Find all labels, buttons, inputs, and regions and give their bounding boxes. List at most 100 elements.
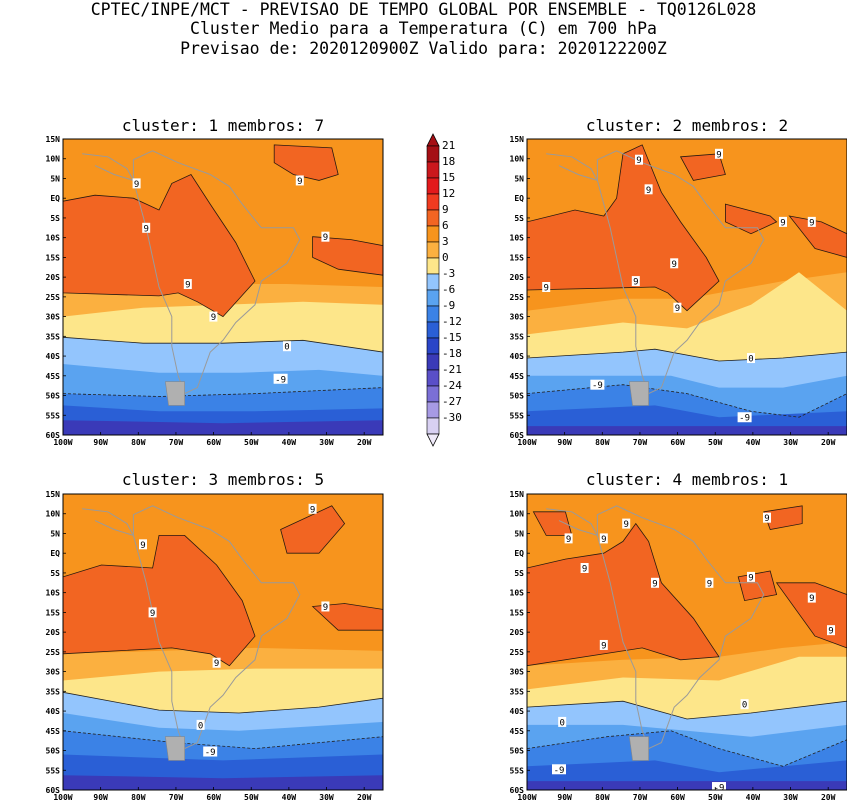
contour-label: 9 bbox=[748, 573, 753, 583]
colorbar-tick-label: -15 bbox=[442, 331, 462, 344]
contour-label: 9 bbox=[623, 520, 628, 530]
lon-tick-label: 30W bbox=[783, 793, 798, 802]
contour-label-box bbox=[651, 577, 659, 588]
lon-tick-label: 20W bbox=[357, 438, 372, 447]
contour-label-box bbox=[631, 276, 640, 287]
contour-label: 9 bbox=[150, 609, 155, 619]
isotherm-0 bbox=[527, 700, 847, 720]
contour-label: 9 bbox=[310, 505, 315, 515]
warm-region-9C bbox=[63, 173, 256, 318]
contour-label-box bbox=[148, 607, 157, 618]
lat-tick-label: 30S bbox=[46, 668, 61, 677]
contour-label-box bbox=[644, 184, 653, 195]
contour-label-box bbox=[283, 341, 291, 352]
lat-tick-label: 10S bbox=[510, 234, 525, 243]
contour-label-box bbox=[142, 222, 151, 233]
lat-tick-label: 40S bbox=[46, 352, 61, 361]
contour-label: -9 bbox=[739, 414, 750, 424]
contour-label-box bbox=[564, 533, 573, 544]
central-america-coastline bbox=[546, 508, 599, 537]
colorbar-tick-label: -18 bbox=[442, 347, 462, 360]
lat-tick-label: 20S bbox=[510, 273, 525, 282]
lat-tick-label: 20S bbox=[510, 628, 525, 637]
contour-label: 9 bbox=[543, 284, 548, 294]
contour-label-box bbox=[712, 782, 726, 790]
contour-label: -9 bbox=[714, 784, 725, 794]
lon-tick-label: 60W bbox=[206, 438, 221, 447]
central-america-coastline bbox=[546, 153, 599, 182]
temperature-band bbox=[527, 426, 847, 435]
lat-tick-label: 50S bbox=[510, 392, 525, 401]
map-panel-4: cluster: 4 membros: 1 9 9 9 9 9 9 9 9 9 9 9 0 0 -9 -9 15… bbox=[510, 470, 847, 802]
colorbar-tick-label: -3 bbox=[442, 267, 455, 280]
lat-tick-label: 45S bbox=[510, 372, 525, 381]
lat-tick-label: 30S bbox=[510, 668, 525, 677]
contour-label-box bbox=[580, 563, 589, 573]
lat-tick-label: 15S bbox=[510, 608, 525, 617]
lon-tick-label: 90W bbox=[93, 438, 108, 447]
contour-label-box bbox=[705, 577, 714, 588]
map-panel-2: cluster: 2 membros: 2 9 9 9 9 9 9 9 9 9 0 -9 -9 15N 10… bbox=[510, 116, 847, 447]
lat-tick-label: 35S bbox=[510, 687, 525, 696]
lon-tick-label: 70W bbox=[633, 793, 648, 802]
contour-label-box bbox=[183, 279, 192, 290]
contour-label-box bbox=[670, 258, 679, 269]
colorbar-swatch bbox=[426, 321, 440, 339]
map-panel-1: cluster: 1 membros: 7 9 9 9 9 9 9 0 -9 15N 10N 5N EQ… bbox=[46, 116, 384, 447]
lat-tick-label: 15S bbox=[46, 253, 61, 262]
lat-tick-label: 50S bbox=[510, 747, 525, 756]
contour-label: -9 bbox=[205, 748, 216, 758]
south-america-coastline bbox=[132, 150, 301, 395]
panel-frame bbox=[62, 138, 384, 436]
contour-label: 9 bbox=[297, 177, 302, 187]
lat-tick-label: 20S bbox=[46, 273, 61, 282]
colorbar-tick-label: -6 bbox=[442, 283, 455, 296]
contour-label: 9 bbox=[671, 260, 676, 270]
contour-label-box bbox=[807, 592, 816, 603]
colorbar-bottom-arrow bbox=[426, 433, 440, 447]
colorbar-swatch bbox=[426, 273, 440, 291]
colorbar-swatch bbox=[426, 193, 440, 211]
contour-label-box bbox=[590, 379, 605, 390]
lat-tick-label: 35S bbox=[46, 687, 61, 696]
lon-tick-label: 20W bbox=[821, 793, 836, 802]
contour-label: 9 bbox=[211, 313, 216, 323]
lat-tick-label: 25S bbox=[510, 648, 525, 657]
warm-region-9C bbox=[788, 215, 847, 258]
lat-tick-label: 10S bbox=[46, 589, 61, 598]
contour-label: 9 bbox=[707, 579, 712, 589]
contour-label: 9 bbox=[809, 218, 814, 228]
temperature-band bbox=[63, 775, 383, 790]
contour-label-box bbox=[763, 512, 771, 523]
lat-tick-label: 15N bbox=[510, 490, 525, 499]
contour-label: 9 bbox=[323, 603, 328, 613]
lat-tick-label: 60S bbox=[46, 431, 61, 440]
lat-tick-label: 5S bbox=[50, 214, 60, 223]
isotherm-minus9 bbox=[527, 730, 847, 767]
contour-label-box bbox=[321, 231, 330, 242]
warm-region-9C bbox=[725, 203, 778, 235]
contour-label: -9 bbox=[592, 381, 603, 391]
lon-tick-label: 60W bbox=[206, 793, 221, 802]
contour-label-box bbox=[747, 571, 755, 582]
lat-tick-label: 50S bbox=[46, 392, 61, 401]
lat-tick-label: 5S bbox=[50, 569, 60, 578]
lat-tick-label: 25S bbox=[46, 648, 61, 657]
lon-tick-label: 80W bbox=[131, 793, 146, 802]
contour-label-box bbox=[622, 518, 631, 529]
lon-tick-label: 100W bbox=[517, 438, 536, 447]
lon-tick-label: 20W bbox=[821, 438, 836, 447]
colorbar-swatch bbox=[426, 305, 440, 323]
lat-tick-label: 30S bbox=[510, 313, 525, 322]
colorbar-swatch bbox=[426, 417, 440, 435]
lat-tick-label: 10N bbox=[46, 510, 61, 519]
contour-label-box bbox=[552, 764, 566, 775]
panel-frame bbox=[526, 138, 847, 436]
warm-region-9C bbox=[311, 603, 383, 631]
contour-label: 9 bbox=[214, 659, 219, 669]
patagonia-landmass bbox=[165, 381, 185, 406]
lat-tick-label: 15N bbox=[46, 490, 61, 499]
lat-tick-label: 10N bbox=[510, 510, 525, 519]
contour-label-box bbox=[308, 503, 317, 514]
contour-label-box bbox=[132, 178, 141, 189]
